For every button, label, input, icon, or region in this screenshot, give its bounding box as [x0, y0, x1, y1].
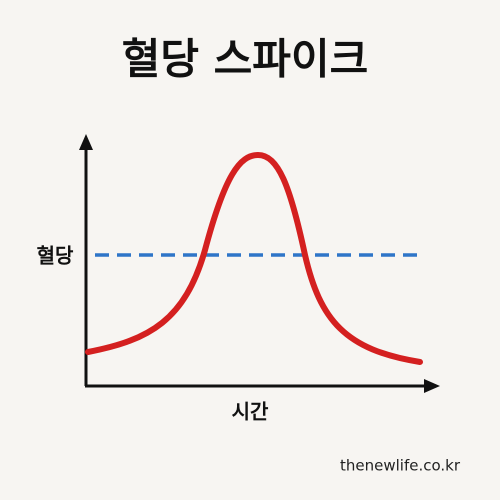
title: 혈당 스파이크 [122, 35, 368, 84]
y-axis-label: 혈당 [37, 244, 74, 268]
x-axis-arrow [424, 379, 440, 393]
spike-curve [85, 151, 423, 365]
watermark: thenewlife.co.kr [340, 457, 461, 475]
x-axis-label: 시간 [232, 400, 269, 424]
y-axis-arrow [79, 134, 93, 150]
